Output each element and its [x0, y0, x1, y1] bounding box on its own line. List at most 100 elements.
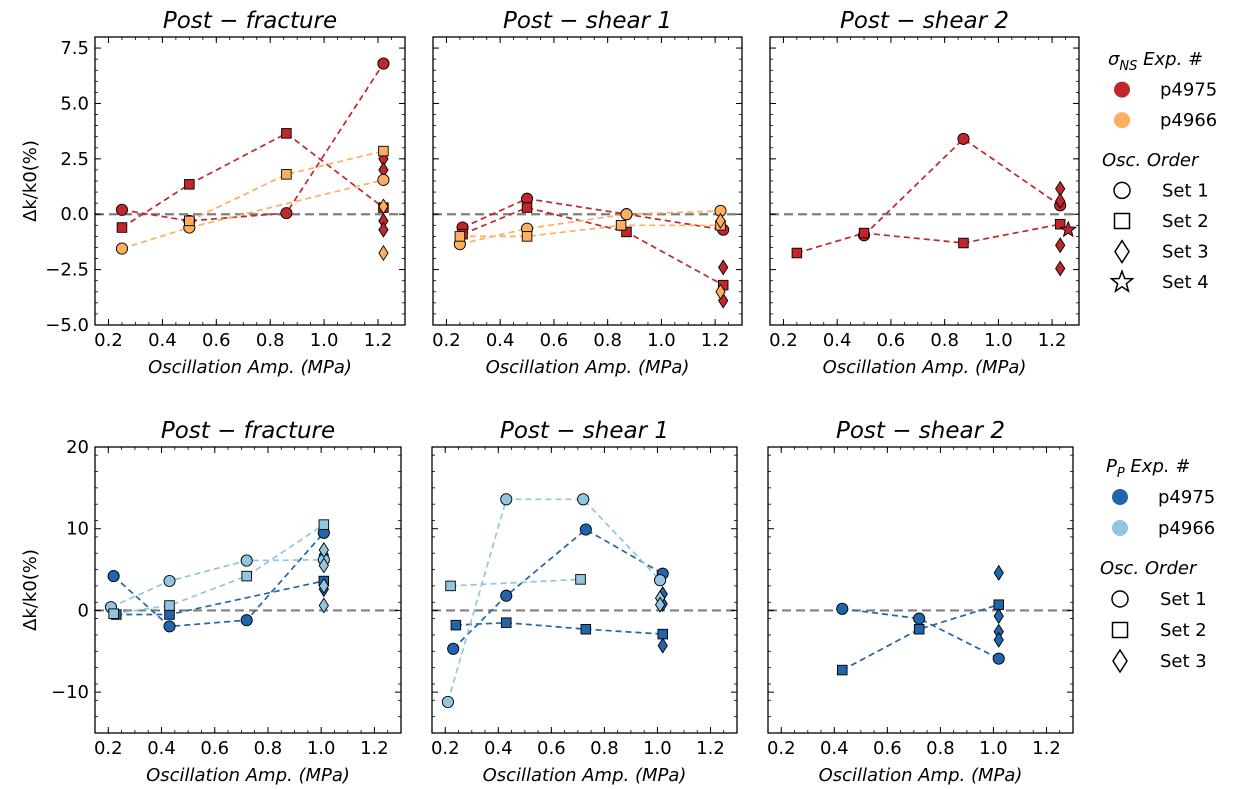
series-line-p4966-set1 [110, 558, 324, 608]
series-layer [791, 132, 1078, 277]
x-tick-label: 0.6 [540, 330, 569, 351]
data-point-diamond-p4966 [318, 557, 329, 574]
series-layer [104, 519, 330, 633]
panel-2: 0.2 0.4 0.6 0.8 1.0 1.2 Post − shear 1 Oscillat… [432, 8, 743, 378]
x-tick-label: 0.2 [94, 738, 123, 759]
data-point-diamond-p4975 [718, 259, 729, 276]
data-point-square-p4975 [858, 227, 870, 239]
legend-circle-marker [1113, 181, 1131, 200]
x-tick-label: 0.6 [200, 738, 229, 759]
data-point-square-p4975 [450, 619, 462, 631]
data-point-square-p4975 [521, 202, 533, 213]
data-point-diamond-p4975 [657, 637, 668, 654]
data-point-square-p4975 [164, 609, 175, 620]
y-tick-label: −2.5 [45, 260, 89, 281]
panel-title: Post − fracture [163, 8, 337, 34]
x-tick-label: 0.8 [593, 330, 622, 351]
ticks [94, 446, 402, 734]
legend-set-label: Set 4 [1162, 272, 1209, 293]
data-point-square-p4966 [615, 220, 627, 231]
x-tick-label: 0.2 [94, 330, 123, 351]
panel-frame [769, 36, 1080, 326]
legend-swatch-p4966 [1112, 520, 1128, 536]
legend-circle-marker [1111, 590, 1129, 608]
panel-frame [432, 36, 743, 326]
data-point-diamond-p4966 [318, 541, 329, 558]
data-point-square-p4966 [164, 600, 175, 611]
x-tick-label: 0.8 [926, 738, 955, 759]
data-point-diamond-p4966 [378, 244, 389, 262]
legend-set-label: Set 1 [1160, 589, 1207, 610]
legend-title-sub: P [1117, 466, 1125, 481]
series-line-p4966-set2 [450, 578, 581, 587]
x-tick-label: 0.4 [484, 738, 513, 759]
legend-title-sub: NS [1119, 59, 1137, 74]
x-tick-label: 0.8 [256, 330, 285, 351]
x-tick-label: 1.0 [310, 330, 339, 351]
panel-title: Post − shear 1 [500, 418, 669, 444]
legend-label: p4966 [1160, 110, 1217, 131]
panel-title: Post − fracture [161, 418, 335, 444]
data-point-square-p4966 [241, 570, 252, 582]
data-point-circle-p4975 [992, 652, 1005, 665]
legend-title: σNS Exp. # [1108, 49, 1203, 74]
legend-label: p4975 [1158, 487, 1215, 508]
legend-label: p4975 [1160, 80, 1217, 101]
ticks [94, 36, 406, 326]
data-point-square-p4966 [575, 574, 586, 585]
data-point-square-p4966 [318, 519, 330, 530]
data-point-circle-p4975 [115, 203, 129, 216]
data-point-square-p4966 [378, 145, 389, 157]
data-point-circle-p4966 [577, 493, 590, 506]
series-line-p4975-set1 [121, 63, 385, 222]
legend-set-label: Set 1 [1162, 180, 1209, 201]
legend-title-main: σ [1108, 49, 1120, 70]
data-point-square-p4975 [281, 128, 292, 139]
y-tick-label: 20 [66, 437, 89, 458]
ticks [431, 446, 738, 734]
data-point-circle-p4975 [447, 642, 460, 655]
legend-set-label: Set 3 [1160, 651, 1207, 672]
x-tick-label: 0.4 [486, 330, 515, 351]
series-line-p4966-set1 [447, 498, 661, 703]
data-point-square-p4975 [657, 628, 668, 640]
data-point-diamond-p4975 [993, 631, 1004, 648]
legend-order-title: Osc. Order [1102, 150, 1200, 171]
legend-title: PP Exp. # [1106, 456, 1190, 481]
legend-swatch-p4966 [1114, 112, 1130, 129]
x-tick-label: 1.2 [701, 330, 730, 351]
y-axis-label: Δk/k0(%) [20, 549, 41, 631]
y-tick-label: 0 [78, 600, 89, 621]
panel-6: 0.2 0.4 0.6 0.8 1.0 1.2 Post − shear 2 Oscillat… [767, 418, 1074, 786]
panel-title: Post − shear 1 [503, 8, 672, 34]
data-point-square-p4966 [108, 608, 119, 619]
series-line-p4975-set2 [841, 603, 999, 671]
data-point-circle-p4975 [163, 620, 176, 633]
data-point-circle-p4966 [240, 554, 253, 567]
x-tick-label: 0.6 [873, 738, 902, 759]
x-tick-label: 1.2 [360, 738, 389, 759]
x-tick-label: 0.4 [147, 738, 176, 759]
data-point-square-p4975 [184, 179, 195, 190]
panel-5: 0.2 0.4 0.6 0.8 1.0 1.2 Post − shear 1 Oscillat… [431, 418, 738, 786]
x-tick-label: 0.8 [930, 330, 959, 351]
legend-set-label: Set 3 [1162, 242, 1209, 263]
series-line-p4966-set1 [459, 210, 721, 245]
data-point-circle-p4975 [240, 614, 253, 627]
series-line-p4975-set1 [863, 137, 1061, 236]
x-tick-label: 0.4 [820, 738, 849, 759]
data-point-square-p4975 [791, 247, 803, 259]
data-point-circle-p4975 [377, 57, 390, 70]
series-layer [836, 564, 1005, 676]
x-tick-label: 1.0 [984, 330, 1013, 351]
x-axis-label: Oscillation Amp. (MPa) [483, 765, 687, 786]
data-point-diamond-p4975 [1055, 260, 1066, 277]
data-point-square-p4975 [913, 623, 925, 635]
data-point-circle-p4975 [836, 602, 849, 615]
data-point-square-p4966 [521, 231, 533, 242]
data-point-circle-p4966 [654, 574, 667, 587]
data-point-square-p4966 [184, 215, 195, 227]
series-line-p4975-set2 [796, 223, 1061, 254]
data-point-circle-p4975 [957, 132, 970, 145]
